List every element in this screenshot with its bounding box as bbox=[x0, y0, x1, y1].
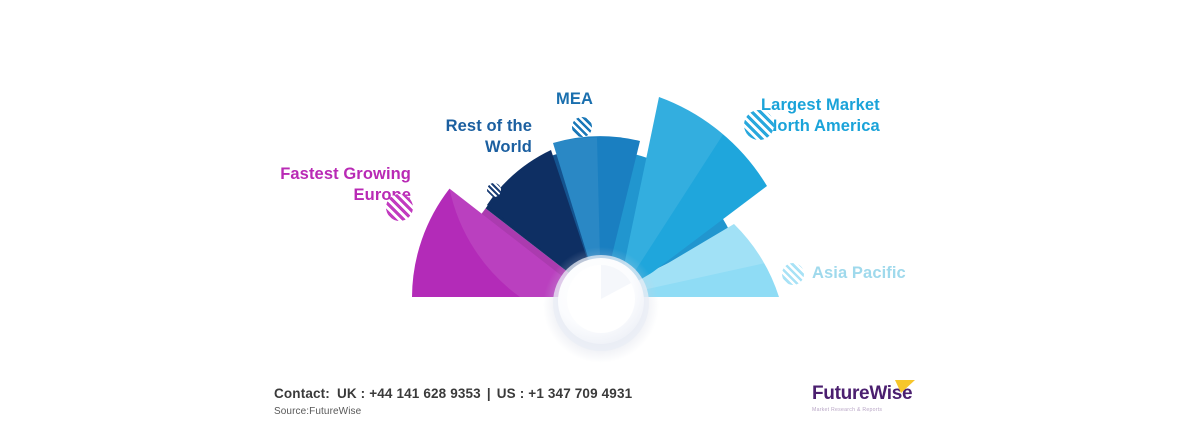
label-europe: Fastest Growing Europe bbox=[253, 164, 411, 206]
petal-europe-highlight bbox=[449, 188, 589, 297]
marker-asia-pacific-icon bbox=[782, 263, 804, 285]
petal-asia-pacific bbox=[611, 224, 779, 297]
label-rest-of-world-line2: World bbox=[485, 138, 532, 157]
label-asia-pacific-line1: Asia Pacific bbox=[812, 264, 906, 282]
label-asia-pacific: Asia Pacific bbox=[812, 263, 906, 284]
label-mea-line1: MEA bbox=[556, 90, 593, 108]
logo-swoosh-icon bbox=[895, 380, 916, 393]
marker-mea-icon bbox=[572, 117, 592, 137]
petal-north-america-highlight bbox=[617, 97, 724, 297]
contact-uk: UK : +44 141 628 9353 bbox=[336, 386, 481, 401]
petal-europe bbox=[412, 188, 589, 297]
marker-north-america-icon bbox=[744, 110, 774, 140]
petal-north-america bbox=[617, 97, 767, 297]
futurewise-logo[interactable]: FutureWise Market Research & Reports bbox=[812, 380, 932, 418]
label-north-america-line1: Largest Market bbox=[761, 96, 880, 114]
label-north-america-line2: North America bbox=[765, 117, 880, 136]
futurewise-logo-text: FutureWise bbox=[812, 380, 916, 404]
logo-name-part1: Future bbox=[812, 383, 870, 404]
label-mea: MEA bbox=[556, 89, 593, 110]
label-north-america: Largest Market North America bbox=[761, 95, 880, 137]
label-europe-line1: Fastest Growing bbox=[280, 165, 411, 183]
center-hub bbox=[543, 247, 659, 363]
contact-label: Contact: bbox=[274, 386, 330, 401]
contact-separator: | bbox=[486, 386, 491, 401]
contact-line: Contact: UK : +44 141 628 9353 | US : +1 34… bbox=[274, 386, 632, 401]
label-rest-of-world: Rest of the World bbox=[416, 116, 532, 158]
label-rest-of-world-line1: Rest of the bbox=[445, 117, 532, 135]
petal-mea bbox=[553, 136, 640, 297]
contact-us: US : +1 347 709 4931 bbox=[496, 386, 633, 401]
source-line: Source:FutureWise bbox=[274, 406, 362, 417]
logo-tagline: Market Research & Reports bbox=[812, 407, 883, 413]
marker-europe-icon bbox=[386, 194, 413, 221]
marker-rest-of-world-icon bbox=[487, 183, 501, 197]
